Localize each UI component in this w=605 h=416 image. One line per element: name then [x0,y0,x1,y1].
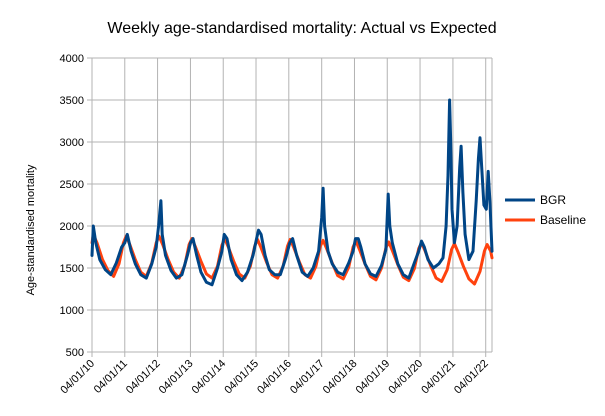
legend-label: BGR [540,193,566,207]
y-tick-label: 3000 [60,137,84,149]
series-line-bgr [90,98,494,287]
x-tick-label: 04/01/15 [222,358,261,397]
x-tick-label: 04/01/20 [386,358,425,397]
x-tick-label: 04/01/10 [58,358,97,397]
series-lines [90,98,494,287]
x-tick-label: 04/01/17 [288,358,327,397]
y-tick-label: 500 [66,347,84,359]
y-tick-label: 2000 [60,221,84,233]
y-tick-label: 3500 [60,95,84,107]
x-tick-label: 04/01/12 [124,358,163,397]
y-tick-label: 4000 [60,53,84,65]
y-tick-label: 1000 [60,305,84,317]
y-tick-label: 1500 [60,263,84,275]
x-tick-label: 04/01/13 [157,358,196,397]
x-tick-label: 04/01/21 [419,358,458,397]
legend-label: Baseline [540,213,586,227]
x-tick-label: 04/01/22 [452,358,491,397]
x-tick-label: 04/01/18 [321,358,360,397]
chart-title: Weekly age-standardised mortality: Actua… [107,20,496,37]
legend: BGR Baseline [505,193,586,227]
x-tick-label: 04/01/16 [255,358,294,397]
y-axis-label: Age-standardised mortality [25,164,37,295]
x-tick-label: 04/01/14 [190,358,229,397]
grid-lines [87,57,493,357]
x-tick-label: 04/01/11 [92,358,130,396]
x-tick-label: 04/01/19 [354,358,393,397]
y-tick-labels: 500 1000 1500 2000 2500 3000 3500 4000 [60,53,84,359]
x-tick-labels: 04/01/1004/01/1104/01/1204/01/1304/01/14… [58,358,490,397]
y-tick-label: 2500 [60,179,84,191]
